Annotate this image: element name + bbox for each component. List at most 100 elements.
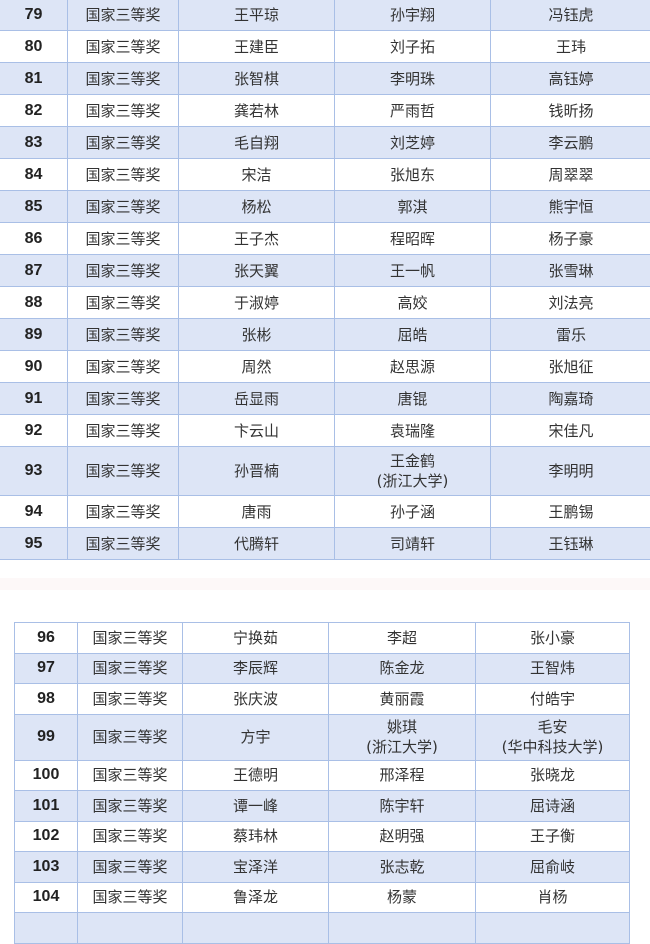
winner-name: 熊宇恒 (491, 197, 650, 217)
winner-name: 雷乐 (491, 325, 650, 345)
winner-name: 王子杰 (179, 229, 334, 249)
winner-name: 陶嘉琦 (491, 389, 650, 409)
winner-name: 高钰婷 (491, 69, 650, 89)
winner-name: 毛安 (476, 717, 629, 737)
winner-name: 赵明强 (329, 826, 475, 846)
winner-name-cell: 张彬 (179, 319, 335, 351)
winner-name-cell: 岳显雨 (179, 383, 335, 415)
award-level: 国家三等奖 (78, 826, 182, 846)
row-number: 79 (0, 5, 67, 25)
winner-name-cell: 方宇 (183, 714, 329, 760)
award-level: 国家三等奖 (68, 421, 178, 441)
row-number: 97 (15, 658, 77, 678)
award-level-cell: 国家三等奖 (68, 415, 179, 447)
row-number-cell: 81 (0, 63, 68, 95)
winner-name-cell: 黄丽霞 (329, 684, 476, 715)
award-level-cell: 国家三等奖 (78, 791, 183, 822)
award-level: 国家三等奖 (68, 5, 178, 25)
winner-name-cell: 雷乐 (491, 319, 650, 351)
winner-name-cell: 王平琼 (179, 0, 335, 31)
winner-name: 张彬 (179, 325, 334, 345)
winner-name-cell: 张庆波 (183, 684, 329, 715)
award-level: 国家三等奖 (78, 628, 182, 648)
winner-name-cell: 王鹏锡 (491, 496, 650, 528)
winner-name: 黄丽霞 (329, 689, 475, 709)
winner-name-cell: 张旭东 (335, 159, 491, 191)
award-level: 国家三等奖 (68, 389, 178, 409)
row-number: 89 (0, 325, 67, 345)
winner-name-cell: 刘子拓 (335, 31, 491, 63)
award-level-cell: 国家三等奖 (78, 623, 183, 654)
row-number: 87 (0, 261, 67, 281)
winner-name-cell: 严雨哲 (335, 95, 491, 127)
winner-name: 陈宇轩 (329, 796, 475, 816)
affiliation: (浙江大学) (329, 737, 475, 757)
row-number: 91 (0, 389, 67, 409)
winner-name-cell: 付皓宇 (476, 684, 630, 715)
winner-name-cell: 刘法亮 (491, 287, 650, 319)
award-level: 国家三等奖 (68, 534, 178, 554)
winner-name: 陈金龙 (329, 658, 475, 678)
winner-name-cell: 谭一峰 (183, 791, 329, 822)
winner-name: 于淑婷 (179, 293, 334, 313)
winner-name: 严雨哲 (335, 101, 490, 121)
row-number: 92 (0, 421, 67, 441)
award-level-cell: 国家三等奖 (68, 255, 179, 287)
winner-name: 姚琪 (329, 717, 475, 737)
row-number-cell: 95 (0, 528, 68, 560)
award-level: 国家三等奖 (78, 887, 182, 907)
winner-name-cell: 张旭征 (491, 351, 650, 383)
row-number: 96 (15, 628, 77, 648)
winner-name: 王德明 (183, 765, 328, 785)
winner-name: 周翠翠 (491, 165, 650, 185)
award-level-cell: 国家三等奖 (78, 821, 183, 852)
winner-name-cell: 孙晋楠 (179, 447, 335, 496)
award-level-cell: 国家三等奖 (68, 63, 179, 95)
winner-name: 孙晋楠 (179, 461, 334, 481)
award-level-cell: 国家三等奖 (78, 760, 183, 791)
winner-name: 唐锟 (335, 389, 490, 409)
winner-name-cell: 王金鹤(浙江大学) (335, 447, 491, 496)
row-number: 100 (15, 765, 77, 785)
winner-name-cell: 张雪琳 (491, 255, 650, 287)
winner-name: 李明明 (491, 461, 650, 481)
winner-name-cell: 孙子涵 (335, 496, 491, 528)
row-number-cell: 88 (0, 287, 68, 319)
winner-name: 孙子涵 (335, 502, 490, 522)
award-level-cell: 国家三等奖 (68, 447, 179, 496)
winner-name-cell: 唐锟 (335, 383, 491, 415)
winner-name-cell: 高姣 (335, 287, 491, 319)
winner-name-cell: 刘芝婷 (335, 127, 491, 159)
winner-name-cell: 李云鹏 (491, 127, 650, 159)
winner-name-cell: 卞云山 (179, 415, 335, 447)
winner-name: 张庆波 (183, 689, 328, 709)
winner-name-cell: 李明明 (491, 447, 650, 496)
winner-name: 张志乾 (329, 857, 475, 877)
winner-name: 王智炜 (476, 658, 629, 678)
winner-name: 屈诗涵 (476, 796, 629, 816)
row-number-cell: 91 (0, 383, 68, 415)
winner-name-cell: 张晓龙 (476, 760, 630, 791)
winner-name: 王子衡 (476, 826, 629, 846)
award-level-cell: 国家三等奖 (78, 684, 183, 715)
winner-name: 李超 (329, 628, 475, 648)
award-level-cell: 国家三等奖 (68, 159, 179, 191)
winner-name: 张晓龙 (476, 765, 629, 785)
winner-name-cell: 蔡玮林 (183, 821, 329, 852)
winner-name: 张天翼 (179, 261, 334, 281)
winner-name: 王玮 (491, 37, 650, 57)
row-number-cell: 103 (15, 852, 78, 883)
row-number: 103 (15, 857, 77, 877)
section-divider (0, 578, 650, 590)
winner-name-cell: 张天翼 (179, 255, 335, 287)
